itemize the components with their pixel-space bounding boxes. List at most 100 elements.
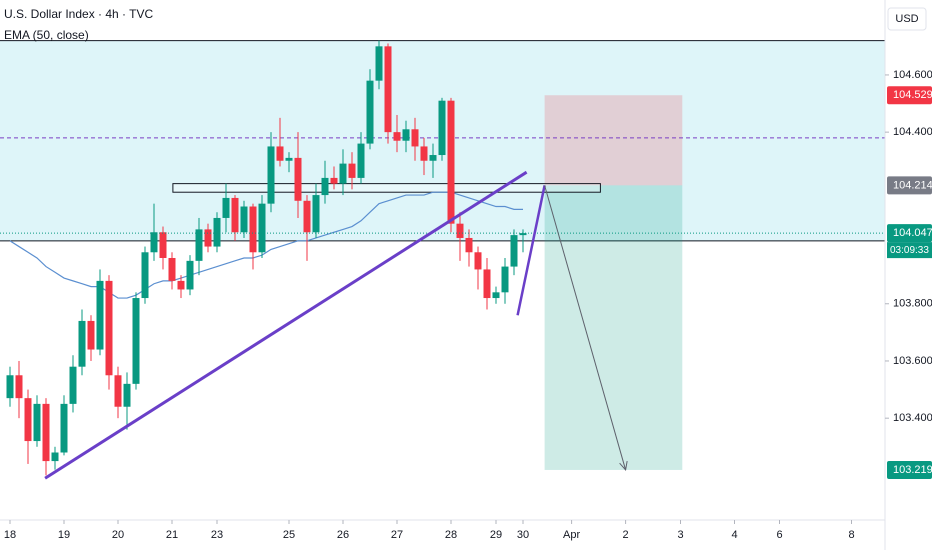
candle-body [33, 403, 41, 442]
x-tick-label: 25 [283, 529, 295, 541]
x-tick-label: 29 [490, 529, 502, 541]
y-tick-label: 104.600 [893, 69, 932, 81]
indicator-label: EMA (50, close) [4, 28, 89, 42]
candle-body [258, 203, 266, 253]
candle-body [150, 232, 158, 253]
candle-body [60, 403, 68, 453]
candle-body [195, 229, 203, 261]
candle-body [87, 320, 95, 350]
currency-button[interactable] [887, 7, 927, 31]
candle-body [402, 129, 410, 141]
candle-body [96, 280, 104, 350]
candle-body [168, 257, 176, 281]
candle-body [501, 266, 509, 293]
candle-body [114, 375, 122, 407]
chart-title: U.S. Dollar Index · 4h · TVC [4, 7, 153, 21]
candle-body [429, 155, 437, 161]
candle-body [519, 233, 527, 236]
candle-body [456, 223, 464, 238]
candle-body [51, 452, 59, 462]
candle-body [132, 298, 140, 384]
leg-line [516, 185, 546, 316]
candle-body [357, 143, 365, 178]
countdown: 03:09:33 [890, 245, 929, 256]
candle-body [186, 260, 194, 290]
ema-line [9, 191, 524, 299]
candle-body [267, 146, 275, 204]
y-tick-label: 103.600 [893, 355, 932, 367]
candle-body [24, 398, 32, 442]
candle-body [42, 403, 50, 462]
candle-body [285, 157, 293, 161]
price-label-box [887, 86, 932, 105]
price-label-box [887, 460, 932, 479]
candle-body [213, 217, 221, 247]
candle-body [204, 229, 212, 247]
y-tick-label: 103.800 [893, 298, 932, 310]
candle-body [330, 177, 338, 184]
price-label-box [887, 176, 932, 195]
candle-body [447, 100, 455, 224]
x-tick-label: 6 [776, 529, 782, 541]
currency[interactable]: USD [895, 13, 918, 25]
x-tick-label: 8 [848, 529, 854, 541]
y-tick-label: 103.400 [893, 412, 932, 424]
candle-body [375, 46, 383, 81]
candle-body [483, 269, 491, 299]
candle-body [339, 163, 347, 184]
trendline [44, 170, 528, 480]
candle-body [348, 163, 356, 178]
candle-body [105, 280, 113, 376]
candle-body [177, 280, 185, 290]
price-label: 104.529 [893, 89, 932, 101]
candle-body [321, 177, 329, 196]
candle-body [141, 252, 149, 299]
x-tick-label: 4 [731, 529, 737, 541]
candle-body [420, 146, 428, 161]
x-tick-label: 28 [445, 529, 457, 541]
candle-body [474, 252, 482, 270]
candle-body [78, 320, 86, 367]
x-tick-label: 30 [517, 529, 529, 541]
candle-body [366, 80, 374, 144]
stop-zone [544, 95, 683, 186]
candle-body [69, 366, 77, 404]
candle-body [393, 132, 401, 141]
x-tick-label: 3 [677, 529, 683, 541]
candle-body [510, 235, 518, 267]
range-box [172, 183, 601, 193]
candle-body [159, 232, 167, 258]
candle-body [465, 237, 473, 253]
x-tick-label: 19 [58, 529, 70, 541]
x-tick-label: 26 [337, 529, 349, 541]
x-tick-label: 23 [211, 529, 223, 541]
candle-body [6, 375, 14, 399]
candle-body [312, 195, 320, 233]
candle-body [411, 129, 419, 147]
plot-area [0, 40, 885, 480]
candle-body [303, 200, 311, 233]
candle-body [438, 100, 446, 156]
candle-body [15, 375, 23, 399]
price-label: 104.047 [893, 227, 932, 239]
candle-body [123, 383, 131, 407]
candle-body [231, 197, 239, 233]
x-tick-label: 21 [166, 529, 178, 541]
x-tick-label: 20 [112, 529, 124, 541]
candle-body [240, 206, 248, 233]
countdown-box [887, 242, 932, 259]
x-tick-label: Apr [563, 529, 580, 541]
candle-body [492, 292, 500, 299]
arrow-head [619, 460, 628, 472]
candle-body [294, 157, 302, 201]
candle-body [249, 206, 257, 253]
y-tick-label: 104.400 [893, 126, 932, 138]
projection-arrow [544, 185, 627, 471]
candle-body [276, 146, 284, 161]
price-label: 104.214 [893, 179, 932, 191]
x-tick-label: 27 [391, 529, 403, 541]
candle-body [222, 197, 230, 218]
x-tick-label: 2 [623, 529, 629, 541]
price-label-box [887, 224, 932, 243]
